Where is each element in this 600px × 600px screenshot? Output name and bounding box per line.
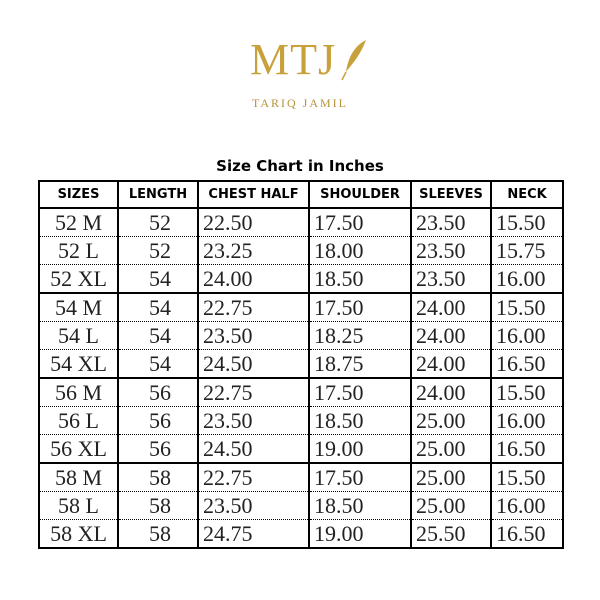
- table-cell: 16.00: [490, 321, 564, 350]
- table-cell: 24.00: [410, 293, 492, 322]
- table-cell: 58 L: [38, 491, 119, 520]
- table-cell: 25.00: [410, 434, 492, 464]
- size-table: SIZES LENGTH CHEST HALF SHOULDER SLEEVES NECK…: [38, 180, 564, 549]
- table-cell: 16.50: [490, 519, 564, 549]
- table-cell: 58 XL: [38, 519, 119, 549]
- table-cell: 24.50: [197, 349, 310, 379]
- table-cell: 54: [117, 293, 199, 322]
- table-cell: 24.00: [410, 378, 492, 407]
- table-cell: 17.50: [308, 293, 412, 322]
- table-cell: 56 M: [38, 378, 119, 407]
- table-cell: 25.00: [410, 491, 492, 520]
- table-cell: 23.50: [197, 491, 310, 520]
- table-cell: 15.50: [490, 378, 564, 407]
- table-cell: 56 XL: [38, 434, 119, 464]
- table-row: 54 XL 54 24.50 18.75 24.00 16.50: [38, 349, 564, 379]
- table-cell: 56 L: [38, 406, 119, 435]
- table-row: 54 L 54 23.50 18.25 24.00 16.00: [38, 321, 564, 350]
- table-cell: 54 M: [38, 293, 119, 322]
- table-cell: 17.50: [308, 463, 412, 492]
- table-cell: 22.75: [197, 378, 310, 407]
- column-header: SLEEVES: [410, 180, 492, 209]
- table-cell: 52 L: [38, 236, 119, 265]
- table-cell: 18.50: [308, 491, 412, 520]
- table-title: Size Chart in Inches: [216, 157, 384, 175]
- table-row: 56 M 56 22.75 17.50 24.00 15.50: [38, 378, 564, 407]
- column-header: SIZES: [38, 180, 119, 209]
- table-cell: 24.00: [410, 349, 492, 379]
- column-header: LENGTH: [117, 180, 199, 209]
- table-row: 58 L 58 23.50 18.50 25.00 16.00: [38, 491, 564, 520]
- table-row: 58 XL 58 24.75 19.00 25.50 16.50: [38, 519, 564, 549]
- table-row: 52 XL 54 24.00 18.50 23.50 16.00: [38, 264, 564, 294]
- table-cell: 15.50: [490, 293, 564, 322]
- table-cell: 15.75: [490, 236, 564, 265]
- table-cell: 18.50: [308, 406, 412, 435]
- column-header: CHEST HALF: [197, 180, 310, 209]
- table-cell: 54 L: [38, 321, 119, 350]
- table-cell: 52: [117, 208, 199, 237]
- table-cell: 16.00: [490, 406, 564, 435]
- table-cell: 23.50: [197, 321, 310, 350]
- table-row: 54 M 54 22.75 17.50 24.00 15.50: [38, 293, 564, 322]
- table-cell: 58: [117, 491, 199, 520]
- brand-logo: MTJ: [250, 35, 337, 84]
- table-cell: 54: [117, 321, 199, 350]
- table-row: 52 L 52 23.25 18.00 23.50 15.75: [38, 236, 564, 265]
- table-cell: 18.50: [308, 264, 412, 294]
- table-cell: 52 M: [38, 208, 119, 237]
- table-cell: 25.50: [410, 519, 492, 549]
- feather-icon: [341, 40, 366, 81]
- column-header: NECK: [490, 180, 564, 209]
- table-cell: 23.50: [197, 406, 310, 435]
- table-cell: 16.00: [490, 264, 564, 294]
- table-row: 52 M 52 22.50 17.50 23.50 15.50: [38, 208, 564, 237]
- table-row: 56 XL 56 24.50 19.00 25.00 16.50: [38, 434, 564, 464]
- table-cell: 15.50: [490, 208, 564, 237]
- table-cell: 17.50: [308, 378, 412, 407]
- column-header: SHOULDER: [308, 180, 412, 209]
- table-cell: 16.00: [490, 491, 564, 520]
- table-cell: 58: [117, 519, 199, 549]
- table-cell: 54 XL: [38, 349, 119, 379]
- table-cell: 25.00: [410, 406, 492, 435]
- table-cell: 17.50: [308, 208, 412, 237]
- table-cell: 25.00: [410, 463, 492, 492]
- table-cell: 24.75: [197, 519, 310, 549]
- table-cell: 54: [117, 349, 199, 379]
- table-cell: 23.50: [410, 208, 492, 237]
- table-cell: 52: [117, 236, 199, 265]
- table-cell: 22.50: [197, 208, 310, 237]
- table-cell: 23.25: [197, 236, 310, 265]
- table-cell: 15.50: [490, 463, 564, 492]
- table-cell: 16.50: [490, 349, 564, 379]
- header-row: SIZES LENGTH CHEST HALF SHOULDER SLEEVES NECK: [38, 180, 564, 209]
- table-cell: 56: [117, 434, 199, 464]
- table-cell: 56: [117, 406, 199, 435]
- table-cell: 24.00: [410, 321, 492, 350]
- table-cell: 19.00: [308, 519, 412, 549]
- table-cell: 18.00: [308, 236, 412, 265]
- table-row: 58 M 58 22.75 17.50 25.00 15.50: [38, 463, 564, 492]
- table-cell: 24.00: [197, 264, 310, 294]
- table-cell: 23.50: [410, 236, 492, 265]
- table-cell: 18.75: [308, 349, 412, 379]
- brand-subtitle: TARIQ JAMIL: [251, 96, 349, 110]
- table-cell: 19.00: [308, 434, 412, 464]
- table-cell: 24.50: [197, 434, 310, 464]
- table-cell: 56: [117, 378, 199, 407]
- table-cell: 23.50: [410, 264, 492, 294]
- table-cell: 54: [117, 264, 199, 294]
- table-cell: 58 M: [38, 463, 119, 492]
- table-cell: 22.75: [197, 463, 310, 492]
- table-cell: 22.75: [197, 293, 310, 322]
- table-cell: 18.25: [308, 321, 412, 350]
- table-cell: 16.50: [490, 434, 564, 464]
- table-cell: 58: [117, 463, 199, 492]
- table-cell: 52 XL: [38, 264, 119, 294]
- table-row: 56 L 56 23.50 18.50 25.00 16.00: [38, 406, 564, 435]
